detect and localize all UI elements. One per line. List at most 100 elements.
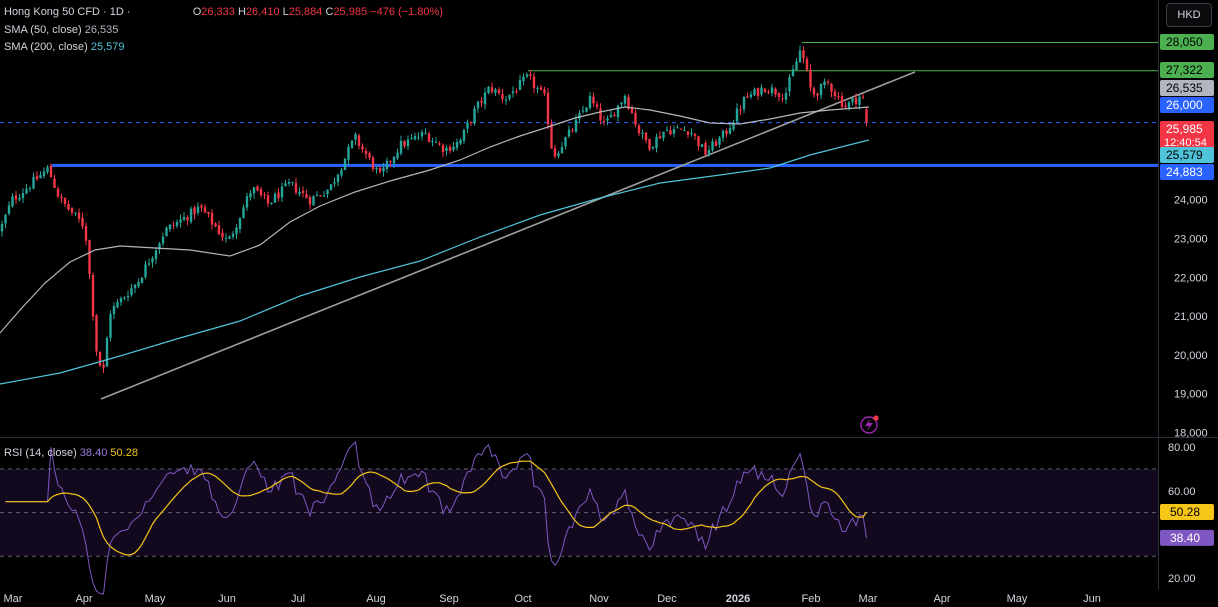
candle-body bbox=[774, 88, 777, 95]
currency-button[interactable]: HKD bbox=[1166, 3, 1212, 27]
symbol-title[interactable]: Hong Kong 50 CFD · 1D · bbox=[4, 6, 131, 18]
candle-body bbox=[599, 108, 602, 121]
candle-body bbox=[18, 197, 21, 200]
candle-body bbox=[287, 182, 291, 184]
candle-body bbox=[242, 207, 245, 218]
candle-body bbox=[263, 194, 266, 196]
rsi-tick-label: 20.00 bbox=[1168, 573, 1196, 585]
candle-body bbox=[70, 208, 74, 213]
candle-body bbox=[42, 171, 46, 177]
candle-body bbox=[816, 93, 819, 96]
candle-body bbox=[158, 243, 161, 250]
candle-body bbox=[497, 89, 501, 94]
candle-body bbox=[102, 364, 105, 368]
candle-body bbox=[777, 93, 781, 97]
candle-body bbox=[763, 88, 767, 93]
candle-body bbox=[742, 97, 746, 110]
candle-body bbox=[784, 92, 788, 100]
candle-body bbox=[368, 153, 371, 158]
sma50-value: 26,535 bbox=[84, 24, 119, 36]
time-tick-label: Mar bbox=[859, 593, 878, 605]
candle-body bbox=[718, 137, 721, 145]
candle-body bbox=[385, 160, 389, 169]
candle-body bbox=[725, 130, 728, 135]
candle-body bbox=[595, 104, 599, 108]
candle-body bbox=[462, 129, 466, 141]
candle-body bbox=[613, 114, 616, 117]
price-badge bbox=[1160, 97, 1214, 113]
candle-body bbox=[371, 157, 375, 170]
candle-body bbox=[382, 167, 385, 172]
candle-body bbox=[84, 226, 88, 241]
candle-body bbox=[581, 110, 585, 112]
candle-body bbox=[340, 169, 343, 176]
candle-body bbox=[60, 196, 63, 199]
candle-body bbox=[56, 188, 60, 197]
candle-body bbox=[445, 147, 448, 151]
candle-body bbox=[837, 96, 840, 98]
candle-body bbox=[483, 92, 487, 105]
candle-body bbox=[707, 150, 711, 155]
candle-body bbox=[326, 189, 329, 195]
candle-body bbox=[315, 194, 319, 196]
candle-body bbox=[441, 145, 445, 153]
candle-body bbox=[658, 136, 662, 139]
candle-body bbox=[690, 132, 693, 135]
candle-body bbox=[620, 102, 623, 105]
candle-body bbox=[203, 207, 207, 213]
candle-body bbox=[256, 186, 259, 191]
candle-body bbox=[466, 122, 469, 129]
symbol-legend: Hong Kong 50 CFD · 1D · O26,333 H26,410 … bbox=[4, 6, 443, 18]
time-tick-label: Dec bbox=[657, 593, 677, 605]
candle-body bbox=[270, 202, 273, 205]
candle-body bbox=[231, 233, 235, 237]
candle-body bbox=[753, 88, 756, 96]
candle-body bbox=[284, 183, 287, 186]
time-tick-label: May bbox=[1007, 593, 1028, 605]
candle-body bbox=[798, 50, 802, 63]
high-value: 26,410 bbox=[245, 6, 280, 18]
candle-body bbox=[686, 131, 690, 135]
candle-body bbox=[420, 132, 424, 137]
candle-body bbox=[672, 129, 676, 134]
candle-body bbox=[245, 196, 249, 208]
high-label: H bbox=[237, 6, 246, 18]
candle-body bbox=[161, 236, 165, 244]
candle-body bbox=[32, 176, 35, 189]
candle-body bbox=[588, 95, 592, 109]
rsi-badge bbox=[1160, 529, 1214, 546]
candle-body bbox=[312, 196, 315, 206]
low-value: 25,884 bbox=[288, 6, 323, 18]
candle-body bbox=[217, 225, 221, 234]
candle-body bbox=[249, 193, 252, 198]
time-tick-label: Aug bbox=[366, 593, 386, 605]
candle-body bbox=[427, 133, 431, 142]
candle-body bbox=[151, 258, 154, 263]
candle-body bbox=[651, 146, 655, 149]
candle-body bbox=[266, 195, 270, 204]
candle-body bbox=[704, 143, 707, 155]
time-tick-label: Apr bbox=[933, 593, 950, 605]
price-tick-label: 19,000 bbox=[1174, 389, 1208, 401]
candles bbox=[0, 45, 868, 374]
candle-body bbox=[168, 224, 172, 230]
rsi-tick-label: 80.00 bbox=[1168, 442, 1196, 454]
candle-body bbox=[140, 277, 144, 283]
sma50-legend[interactable]: SMA (50, close) 26,535 bbox=[4, 24, 118, 36]
rsi-badge-value: 50.28 bbox=[1170, 505, 1200, 519]
candle-body bbox=[172, 225, 175, 227]
low-label: L bbox=[282, 6, 289, 18]
candle-body bbox=[623, 96, 627, 104]
candle-body bbox=[291, 182, 294, 184]
candle-body bbox=[532, 76, 536, 88]
sma200-legend[interactable]: SMA (200, close) 25,579 bbox=[4, 41, 124, 53]
rsi-value: 38.40 bbox=[79, 447, 108, 459]
candle-body bbox=[294, 183, 298, 193]
candle-body bbox=[196, 206, 200, 213]
candle-body bbox=[200, 205, 203, 208]
candle-body bbox=[833, 91, 837, 97]
candle-body bbox=[760, 87, 763, 95]
rsi-legend[interactable]: RSI (14, close) 38.40 50.28 bbox=[4, 447, 138, 459]
candle-body bbox=[193, 207, 196, 215]
